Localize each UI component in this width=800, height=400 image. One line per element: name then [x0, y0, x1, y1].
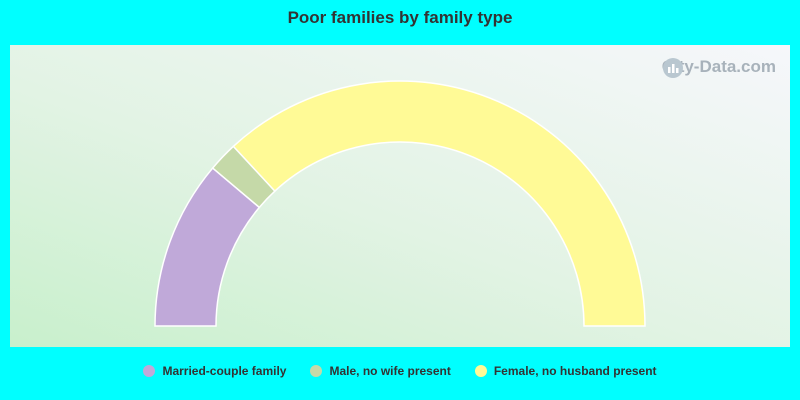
legend-swatch	[143, 365, 156, 377]
legend-swatch	[474, 365, 487, 377]
city-data-logo-icon	[662, 58, 683, 78]
legend-label: Male, no wife present	[329, 364, 451, 378]
legend-item: Female, no husband present	[474, 364, 657, 378]
semi-donut-chart	[154, 80, 646, 327]
legend-swatch	[310, 365, 323, 377]
legend-label: Married-couple family	[162, 364, 287, 378]
chart-title: Poor families by family type	[287, 8, 513, 27]
legend-item: Married-couple family	[143, 364, 286, 378]
plot-area: City-Data.com	[10, 45, 790, 347]
legend: Married-couple family Male, no wife prese…	[0, 364, 800, 378]
legend-label: Female, no husband present	[493, 364, 657, 378]
watermark-text: City-Data.com	[661, 57, 776, 76]
legend-item: Male, no wife present	[310, 364, 451, 378]
watermark: City-Data.com	[661, 57, 776, 78]
slice-female-no-husband-present[interactable]	[232, 80, 646, 327]
